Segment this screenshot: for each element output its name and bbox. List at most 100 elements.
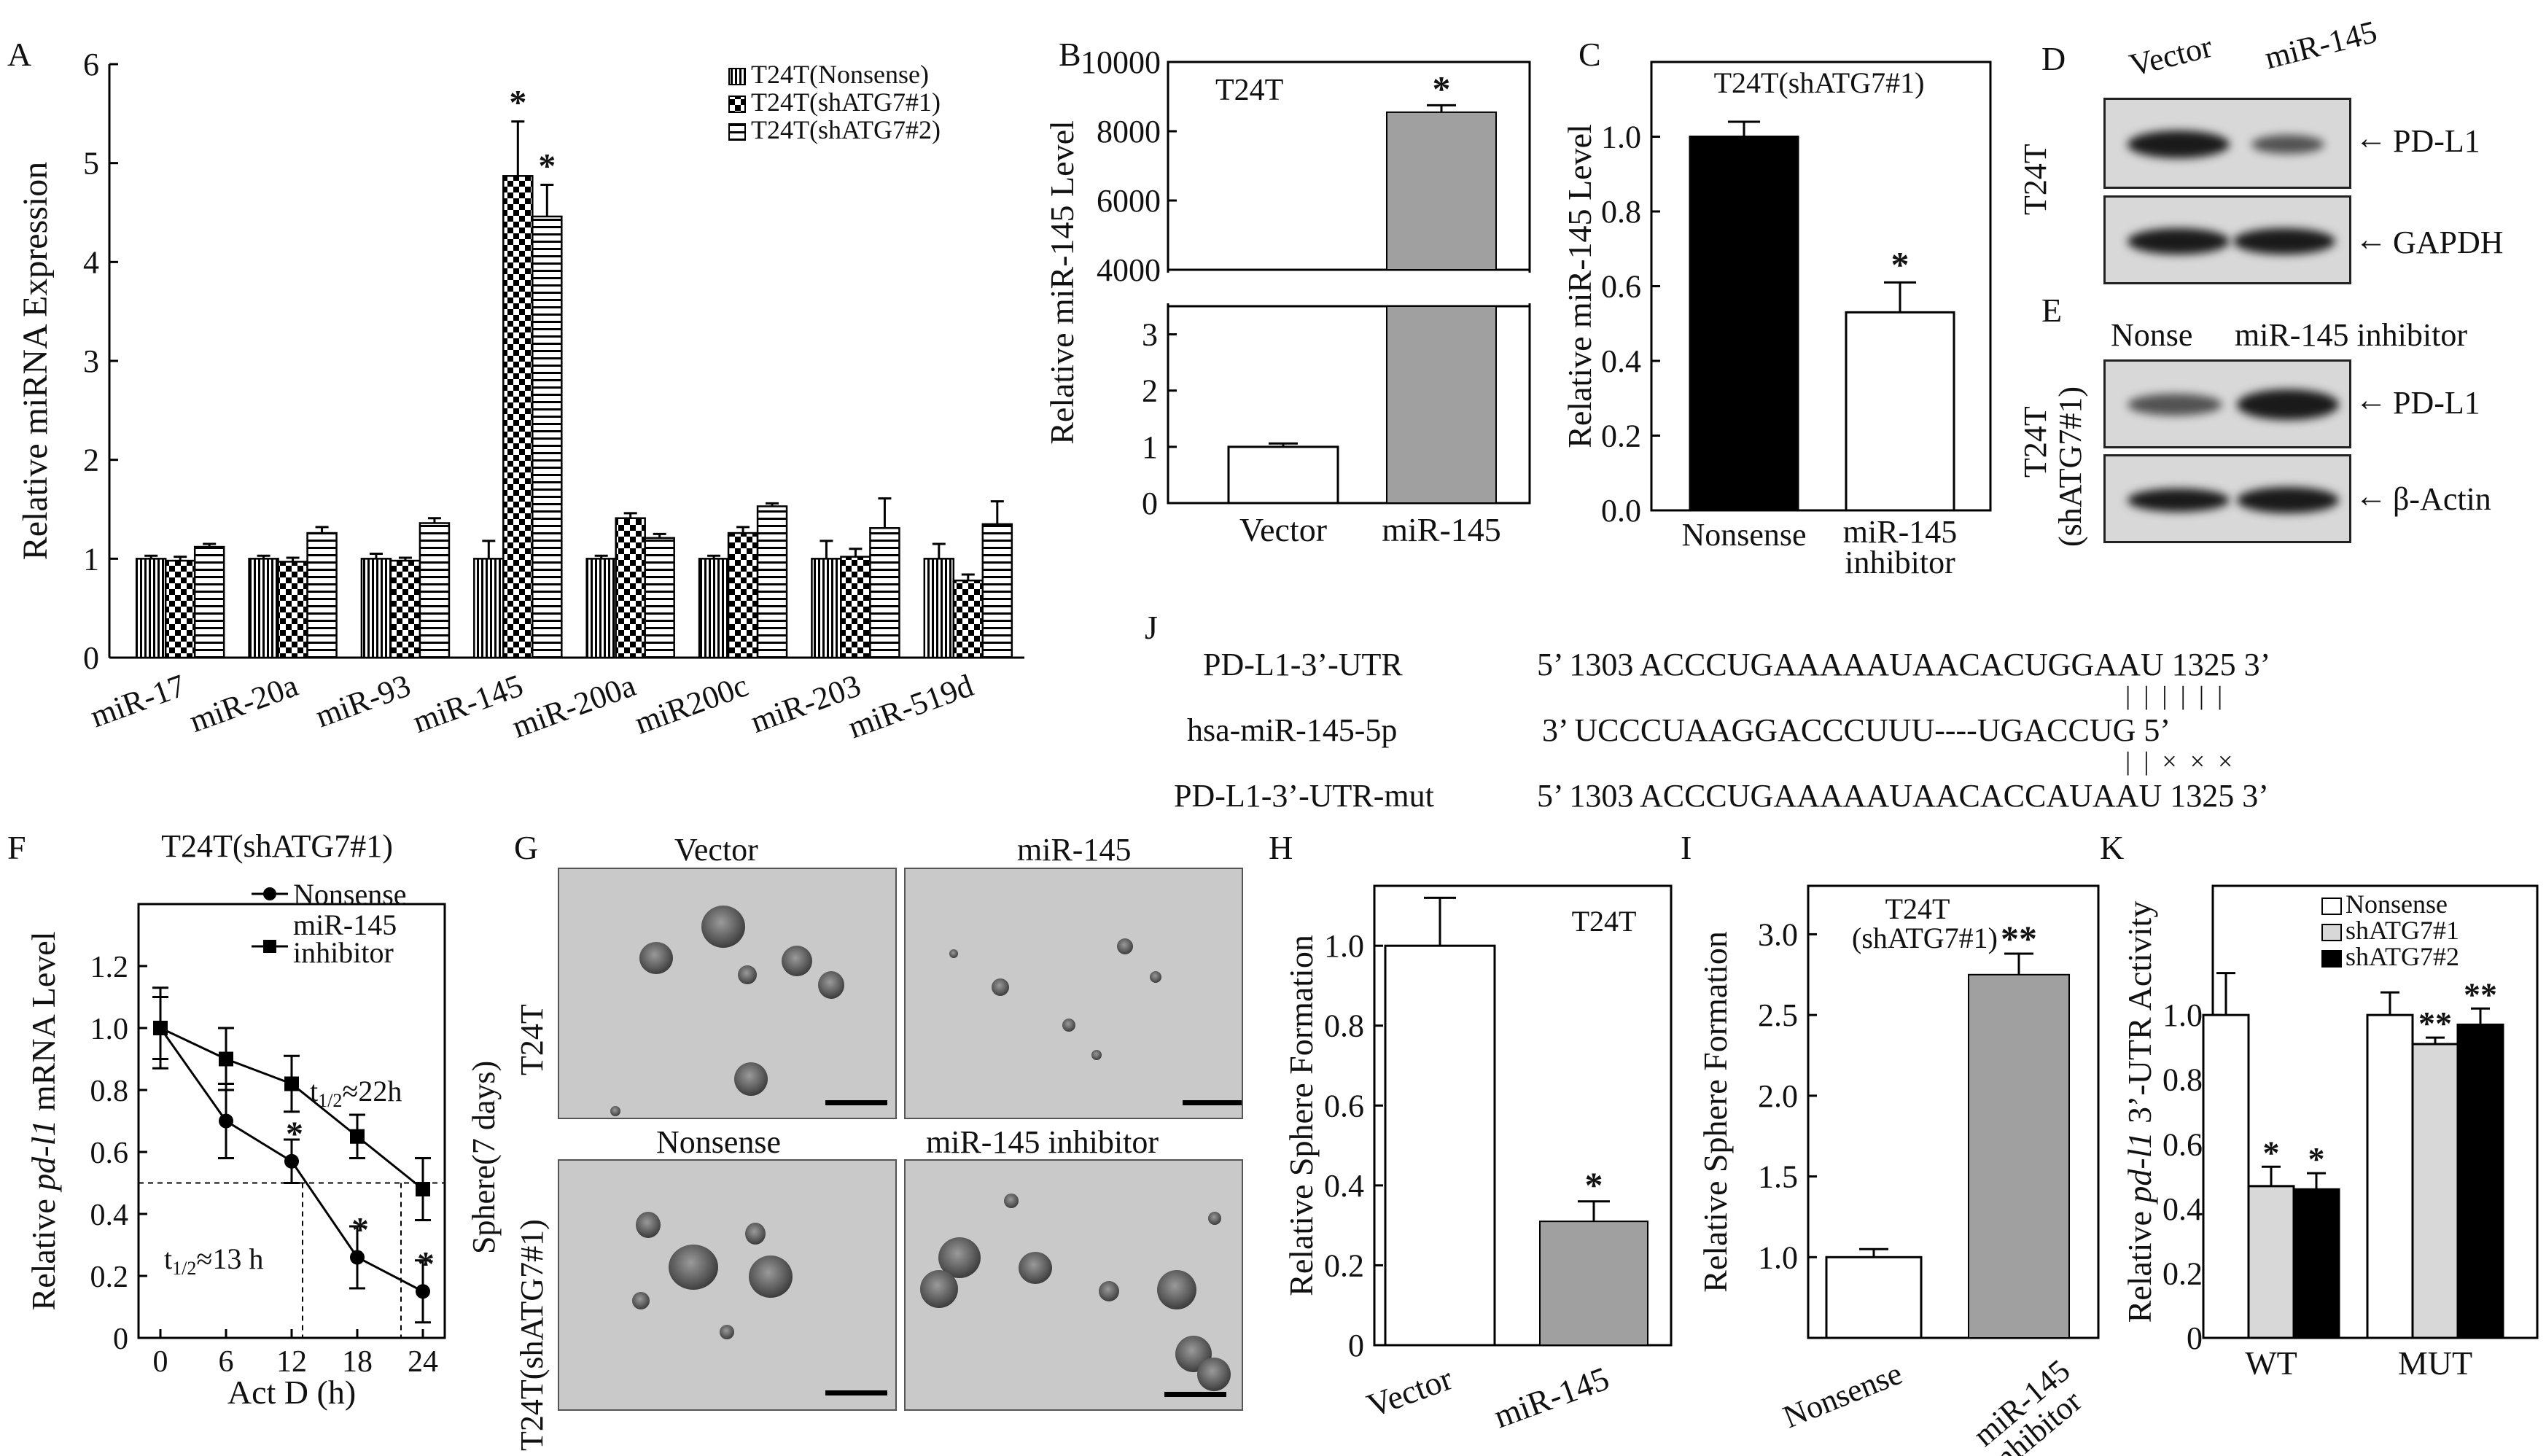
bar-miR-145-s1 (473, 558, 505, 659)
seq-row2-name: hsa-miR-145-5p (1187, 712, 1398, 748)
bar-miR-519d-s1 (923, 558, 955, 659)
bar-miR-145-s2 (502, 175, 534, 659)
legend-label: T24T(Nonsense) (751, 60, 929, 89)
half-life-label: t1/2≈13 h (164, 1242, 263, 1279)
y-tick-label: 1.2 (90, 951, 129, 984)
sphere-image-mir145 (904, 868, 1243, 1119)
panel-letter-i: I (1681, 829, 1692, 866)
panel-letter-f: F (7, 829, 26, 866)
data-point (153, 1021, 168, 1035)
sphere (1062, 1019, 1075, 1032)
legend-swatch (2321, 924, 2342, 941)
x-tick-label: WT (2245, 1344, 2297, 1382)
bar-miR-17-s1 (135, 558, 167, 659)
x-tick-label: MUT (2398, 1344, 2472, 1382)
g-row-label-shatg7: T24T(shATG7#1) (514, 1219, 550, 1451)
bar-miR-17-s2 (164, 559, 196, 659)
y-tick-label: 0.2 (2162, 1255, 2203, 1291)
significance-star: * (1585, 1164, 1603, 1205)
x-tick-label: Nonsense (1681, 517, 1806, 553)
blot-d-pdl1-strip (2103, 98, 2351, 189)
sphere (636, 1212, 661, 1238)
y-tick-label: 0.8 (2162, 1062, 2203, 1098)
g-col-label-inhibitor: miR-145 inhibitor (926, 1124, 1159, 1160)
significance-star: * (538, 147, 556, 186)
g-col-label-mir145: miR-145 (1017, 832, 1132, 868)
y-tick-label: 0.6 (2162, 1126, 2203, 1162)
x-tick-label: Nonsense (1778, 1355, 1907, 1436)
x-tick-label: miR-200a (507, 667, 640, 744)
legend-swatch (2321, 950, 2342, 968)
x-tick-label: miR-93 (311, 667, 415, 734)
bar-mir145-upper (1386, 111, 1497, 270)
y-tick-label: 0 (113, 1323, 128, 1356)
y-tick-label: 0 (1348, 1328, 1364, 1363)
bar-miR-20a-s2 (277, 561, 308, 659)
blot-e-pdl1-band-1 (2127, 394, 2222, 416)
significance-star: * (1891, 244, 1910, 284)
bar-mir145-lower (1386, 305, 1497, 504)
bar-miR-203-s1 (811, 558, 842, 659)
y-tick-label: 3.0 (1758, 916, 1798, 952)
sphere (818, 971, 844, 999)
bar-miR-203-s3 (869, 527, 900, 659)
sphere (782, 946, 812, 976)
y-tick-label: 3 (83, 343, 99, 379)
bar-miR-20a-s1 (248, 558, 279, 659)
x-tick-label: miR-17 (86, 667, 190, 734)
sphere (949, 949, 958, 958)
blot-e-lane-inhibitor: miR-145 inhibitor (2235, 317, 2467, 353)
sphere-image-inhibitor (904, 1159, 1243, 1411)
legend-swatch (728, 96, 746, 113)
legend-label: miR-145 (293, 908, 397, 941)
y-tick-label: 0.2 (1601, 418, 1641, 454)
legend-label: inhibitor (293, 936, 394, 969)
seq-row2: 3’ UCCCUAAGGACCCUUU----UGACCUG 5’ (1542, 712, 2171, 748)
y-tick-label: 1.0 (2162, 997, 2203, 1033)
y-axis-label: Relative pd-l1 mRNA Level (25, 932, 62, 1311)
panel-letter-b: B (1059, 36, 1081, 73)
y-tick-label: 10000 (1081, 44, 1161, 80)
y-tick-label: 0.6 (1601, 269, 1641, 305)
y-axis-label: Relative pd-l1 3’-UTR Activity (2121, 901, 2158, 1323)
panel-letter-a: A (7, 36, 32, 73)
sphere (1150, 971, 1161, 983)
legend-swatch (2321, 898, 2342, 915)
y-axis-label: Relative Sphere Formation (1697, 931, 1734, 1293)
x-axis-label: Act D (h) (227, 1374, 356, 1411)
chart-title: (shATG7#1) (1852, 922, 1998, 954)
bar-miR-93-s2 (389, 559, 421, 659)
significance-star: ** (2001, 918, 2037, 959)
blot-e-pdl1-band-2 (2237, 389, 2339, 420)
x-tick-label: miR-145 (1489, 1359, 1613, 1435)
bar-vector (1227, 445, 1339, 505)
blot-d-label-gapdh: GAPDH (2393, 225, 2504, 260)
bar-miR200c-s1 (698, 558, 730, 659)
y-tick-label: 0.4 (90, 1199, 129, 1232)
blot-e-actin-band-1 (2127, 488, 2230, 512)
y-tick-label: 0.4 (2162, 1191, 2203, 1227)
bar-miR-200a-s2 (615, 517, 646, 659)
bar-MUT-s1 (2366, 1013, 2414, 1339)
y-tick-label: 0.8 (1324, 1008, 1364, 1044)
data-point (284, 1076, 299, 1091)
blot-e-arrow-actin: ← (2355, 478, 2387, 514)
bar-WT-s1 (2202, 1013, 2250, 1339)
bar-vector (1384, 944, 1496, 1347)
y-tick-label: 2.0 (1758, 1078, 1798, 1114)
panel-letter-d: D (2041, 40, 2066, 77)
y-tick-label: 1.0 (1601, 120, 1641, 155)
sphere (1157, 1270, 1196, 1309)
y-tick-label: 8000 (1097, 114, 1161, 149)
bar-nonsense (1825, 1255, 1923, 1339)
bar-WT-s3 (2292, 1188, 2340, 1339)
y-tick-label: 6 (83, 47, 99, 82)
sphere (992, 978, 1009, 996)
bar-miR-200a-s1 (585, 558, 617, 659)
panel-letter-h: H (1269, 829, 1293, 866)
y-axis-label: Relative miR-145 Level (1043, 120, 1081, 445)
bar-miR-145-s3 (532, 215, 563, 659)
